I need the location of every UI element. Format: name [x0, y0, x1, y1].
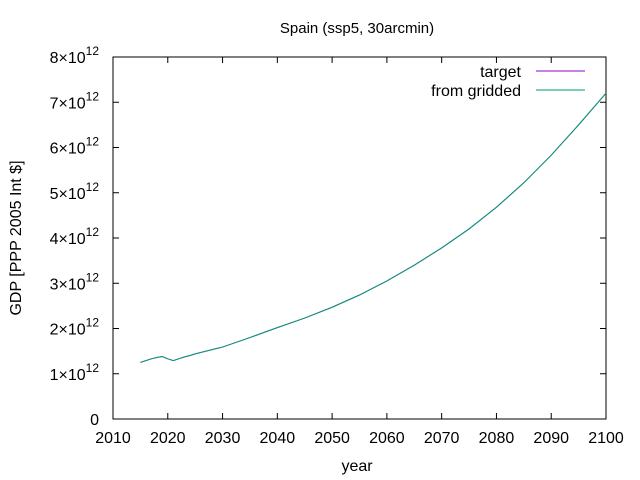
- y-tick-label: 1×1012: [50, 361, 100, 384]
- y-tick-exponent: 12: [86, 44, 100, 58]
- plot-border: [112, 56, 607, 420]
- y-tick-mantissa: 8×10: [50, 50, 86, 67]
- y-tick-exponent: 12: [86, 270, 100, 284]
- legend-label: target: [480, 64, 521, 81]
- y-tick-mantissa: 1×10: [50, 367, 86, 384]
- y-tick-label: 8×1012: [50, 44, 100, 67]
- x-tick-label: 2100: [588, 430, 624, 447]
- chart-title: Spain (ssp5, 30arcmin): [280, 20, 434, 37]
- y-tick-label: 5×1012: [50, 180, 100, 203]
- y-tick-mantissa: 4×10: [50, 231, 86, 248]
- y-tick-mantissa: 0: [90, 412, 99, 429]
- x-tick-label: 2080: [479, 430, 515, 447]
- y-tick-exponent: 12: [86, 316, 100, 330]
- y-tick-label: 7×1012: [50, 89, 100, 112]
- series-line-target: [140, 92, 607, 363]
- y-tick-label: 0: [90, 412, 99, 429]
- x-tick-label: 2010: [95, 430, 131, 447]
- x-tick-label: 2090: [533, 430, 569, 447]
- series-line-from-gridded: [140, 92, 607, 363]
- y-tick-mantissa: 2×10: [50, 322, 86, 339]
- y-axis-label: GDP [PPP 2005 Int $]: [8, 160, 25, 315]
- y-tick-label: 4×1012: [50, 225, 100, 248]
- x-tick-label: 2060: [369, 430, 405, 447]
- x-tick-label: 2030: [205, 430, 241, 447]
- x-axis-label: year: [341, 458, 373, 475]
- x-tick-label: 2040: [260, 430, 296, 447]
- y-tick-exponent: 12: [86, 225, 100, 239]
- y-tick-exponent: 12: [86, 135, 100, 149]
- y-tick-label: 2×1012: [50, 316, 100, 339]
- x-tick-label: 2020: [150, 430, 186, 447]
- y-tick-mantissa: 6×10: [50, 141, 86, 158]
- y-tick-exponent: 12: [86, 89, 100, 103]
- x-tick-label: 2070: [424, 430, 460, 447]
- y-tick-mantissa: 5×10: [50, 186, 86, 203]
- legend-label: from gridded: [431, 83, 521, 100]
- x-tick-label: 2050: [314, 430, 350, 447]
- y-tick-mantissa: 3×10: [50, 276, 86, 293]
- y-tick-label: 6×1012: [50, 135, 100, 158]
- y-tick-exponent: 12: [86, 361, 100, 375]
- y-tick-mantissa: 7×10: [50, 95, 86, 112]
- y-tick-exponent: 12: [86, 180, 100, 194]
- y-tick-label: 3×1012: [50, 270, 100, 293]
